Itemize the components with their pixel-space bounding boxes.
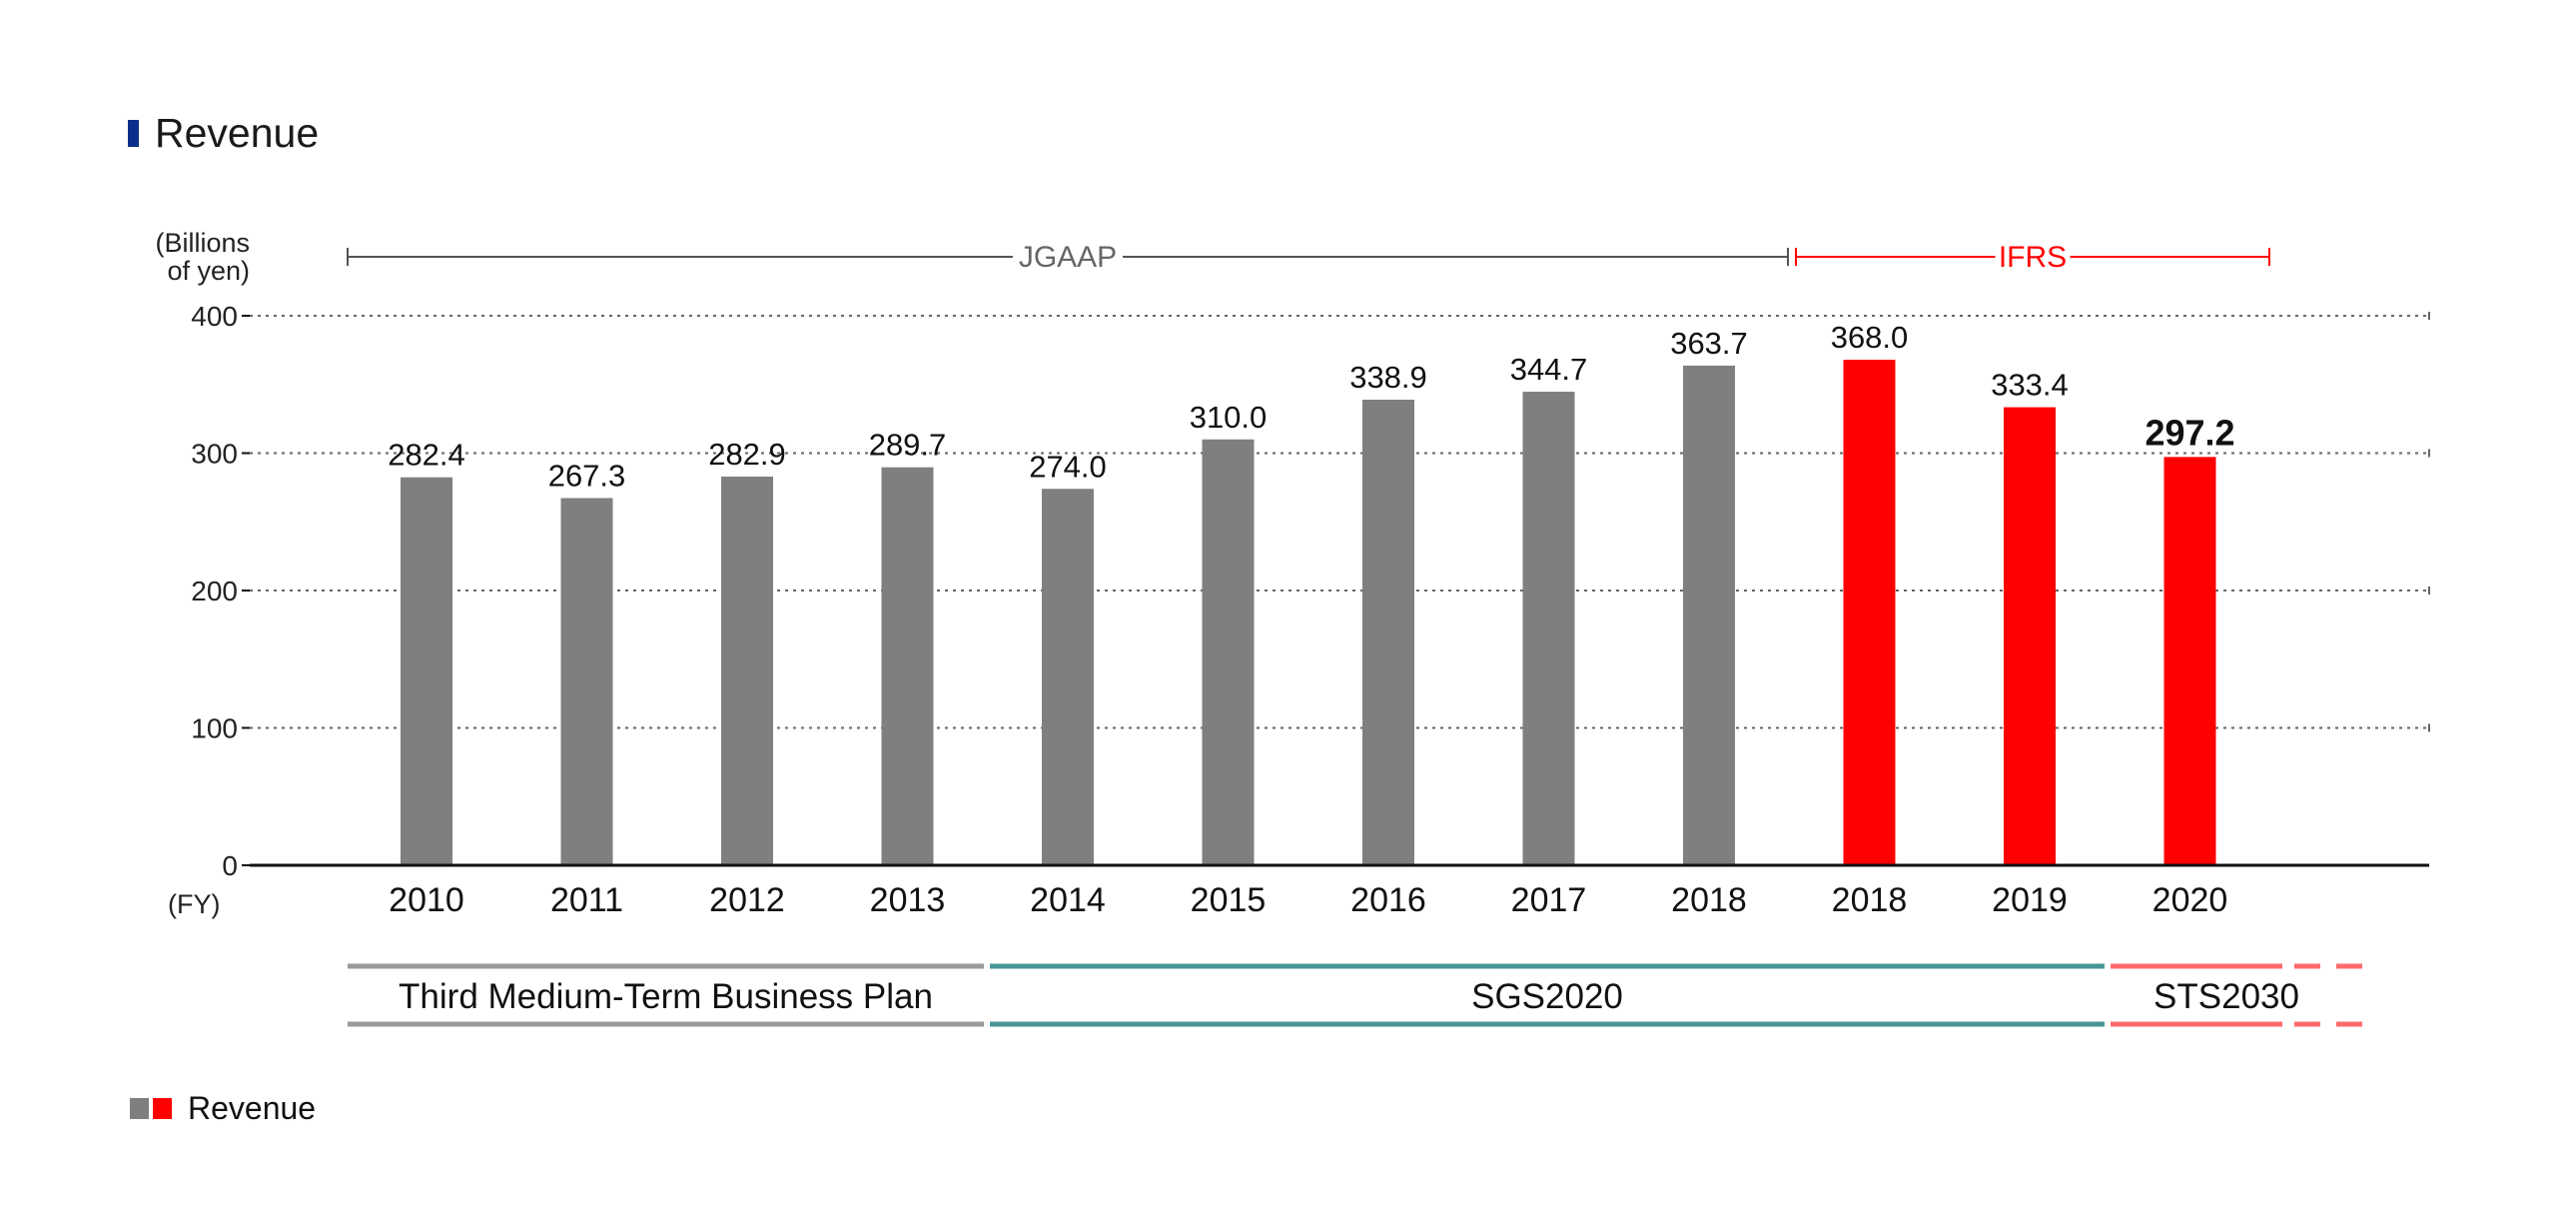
y-tick-label-400: 400 <box>191 301 238 332</box>
y-tick-label-0: 0 <box>222 850 238 881</box>
x-tick-label-6: 2016 <box>1350 881 1426 919</box>
x-tick-label-10: 2019 <box>1992 881 2068 919</box>
value-label-10: 333.4 <box>1991 368 2069 403</box>
x-tick-label-1: 2011 <box>550 881 623 919</box>
bar-2015-5 <box>1202 439 1255 865</box>
bar-2014-4 <box>1042 489 1094 865</box>
value-label-5: 310.0 <box>1190 400 1268 435</box>
bar-2017-7 <box>1522 392 1575 865</box>
bar-2018-9 <box>1843 360 1896 865</box>
bar-2018-8 <box>1683 365 1735 865</box>
plan-label-0: Third Medium-Term Business Plan <box>399 977 933 1016</box>
y-tick-label-100: 100 <box>191 713 238 744</box>
legend-label: Revenue <box>188 1090 316 1126</box>
y-unit-label-line2: of yen) <box>167 256 250 286</box>
legend-swatch-jgaap <box>130 1098 149 1119</box>
plan-label-1: SGS2020 <box>1471 977 1623 1016</box>
bar-2019-10 <box>2004 407 2056 865</box>
bar-2013-3 <box>881 467 934 865</box>
bar-2011-1 <box>560 498 613 865</box>
value-label-4: 274.0 <box>1029 449 1107 484</box>
span-IFRS-label: IFRS <box>1999 241 2067 274</box>
bar-2016-6 <box>1362 400 1414 865</box>
value-label-11: 297.2 <box>2145 412 2234 453</box>
value-label-9: 368.0 <box>1831 320 1909 355</box>
span-JGAAP-label: JGAAP <box>1019 241 1117 274</box>
bar-2010-0 <box>401 477 452 865</box>
value-label-2: 282.9 <box>708 437 786 472</box>
bar-2020-11 <box>2163 457 2216 865</box>
y-unit-label-line1: (Billions <box>155 228 250 258</box>
bar-2012-2 <box>721 477 773 865</box>
chart-title-text: Revenue <box>155 110 320 156</box>
value-label-6: 338.9 <box>1349 360 1427 395</box>
x-tick-label-0: 2010 <box>389 881 464 919</box>
x-tick-label-8: 2018 <box>1671 881 1747 919</box>
value-label-0: 282.4 <box>388 438 465 473</box>
value-label-1: 267.3 <box>548 458 626 493</box>
y-tick-label-200: 200 <box>191 576 238 607</box>
title-marker-icon <box>128 120 139 147</box>
value-label-8: 363.7 <box>1670 326 1748 361</box>
x-tick-label-3: 2013 <box>870 881 946 919</box>
y-tick-label-300: 300 <box>191 439 238 470</box>
x-tick-label-4: 2014 <box>1030 881 1106 919</box>
value-label-3: 289.7 <box>869 428 947 463</box>
x-tick-label-11: 2020 <box>2152 881 2228 919</box>
x-tick-label-7: 2017 <box>1511 881 1587 919</box>
legend-swatch-ifrs <box>153 1098 172 1119</box>
value-label-7: 344.7 <box>1510 352 1588 387</box>
x-tick-label-9: 2018 <box>1832 881 1908 919</box>
chart-title: Revenue <box>128 110 319 157</box>
plan-label-2: STS2030 <box>2153 977 2299 1016</box>
x-axis-label: (FY) <box>168 889 220 919</box>
x-tick-label-5: 2015 <box>1191 881 1267 919</box>
x-tick-label-2: 2012 <box>709 881 785 919</box>
